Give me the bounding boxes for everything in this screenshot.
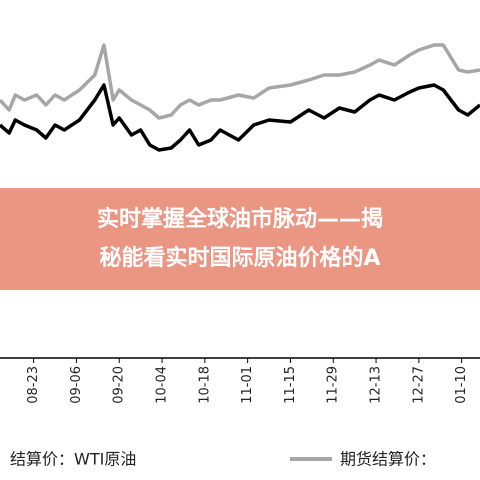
x-tick-label: 11-29 [326, 366, 341, 404]
x-tick-label: 01-10 [454, 366, 469, 404]
legend-label: 结算价：WTI原油 [10, 450, 136, 469]
series-line [0, 43, 480, 120]
x-tick-label: 09-06 [69, 366, 84, 404]
x-tick-label: 10-18 [197, 366, 212, 404]
legend-label: 期货结算价： [340, 450, 436, 469]
banner [0, 188, 480, 290]
x-tick-label: 09-20 [112, 366, 127, 404]
banner-title: 实时掌握全球油市脉动——揭 [97, 206, 383, 232]
x-tick-label: 10-04 [155, 366, 170, 404]
x-tick-label: 11-01 [240, 366, 255, 404]
x-tick-label: 12-27 [411, 366, 426, 404]
banner-title: 秘能看实时国际原油价格的A [99, 245, 380, 271]
x-tick-label: 12-13 [369, 366, 384, 404]
plot [0, 43, 480, 152]
series-line [0, 83, 480, 152]
x-tick-label: 11-15 [283, 366, 298, 404]
x-tick-label: 08-23 [26, 366, 41, 404]
